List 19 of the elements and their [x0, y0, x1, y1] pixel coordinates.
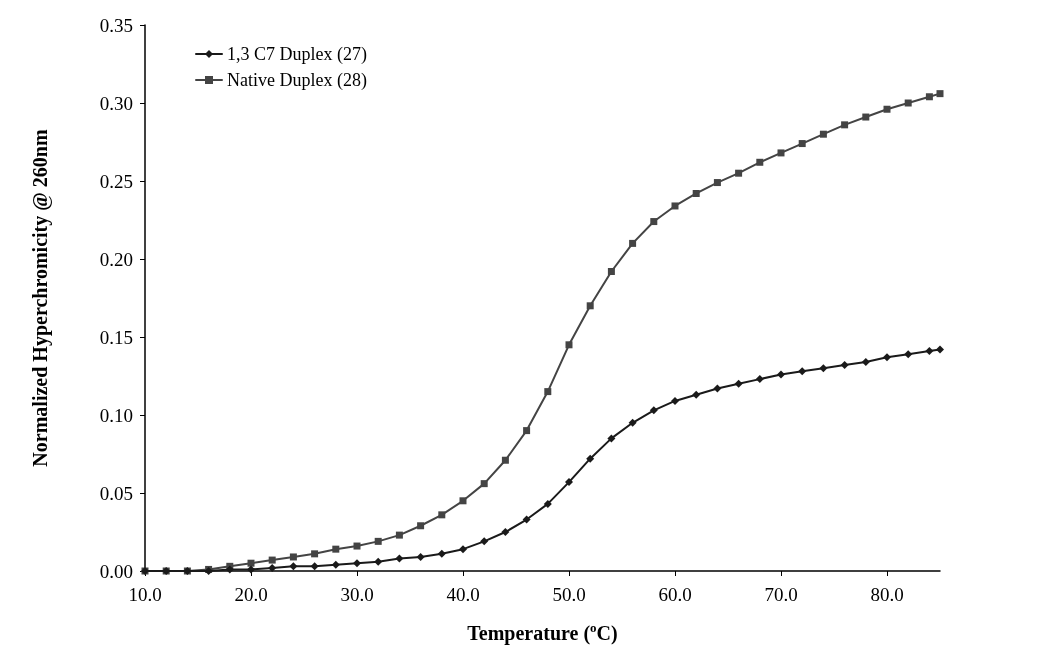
x-tick-label: 80.0 [870, 584, 904, 605]
y-tick-label: 0.30 [99, 92, 133, 114]
y-tick-label: 0.15 [99, 326, 133, 348]
x-tick-label: 50.0 [552, 584, 586, 605]
y-tick-label: 0.25 [99, 170, 133, 192]
y-tick-label: 0.00 [99, 560, 133, 582]
y-tick-label: 0.20 [99, 248, 133, 270]
x-tick-label: 40.0 [446, 584, 480, 605]
x-tick-label: 10.0 [128, 584, 162, 605]
y-tick-label: 0.35 [99, 14, 133, 36]
x-tick-label: 30.0 [340, 584, 374, 605]
x-tick-label: 60.0 [658, 584, 692, 605]
legend-label: 1,3 C7 Duplex (27) [227, 44, 367, 65]
x-tick-label: 70.0 [764, 584, 798, 605]
x-tick-label: 20.0 [234, 584, 268, 605]
y-tick-label: 0.10 [99, 404, 133, 426]
y-tick-label: 0.05 [99, 482, 133, 504]
legend-label: Native Duplex (28) [227, 70, 367, 91]
y-axis-title: Normalized Hyperchromicity @ 260nm [29, 129, 52, 467]
